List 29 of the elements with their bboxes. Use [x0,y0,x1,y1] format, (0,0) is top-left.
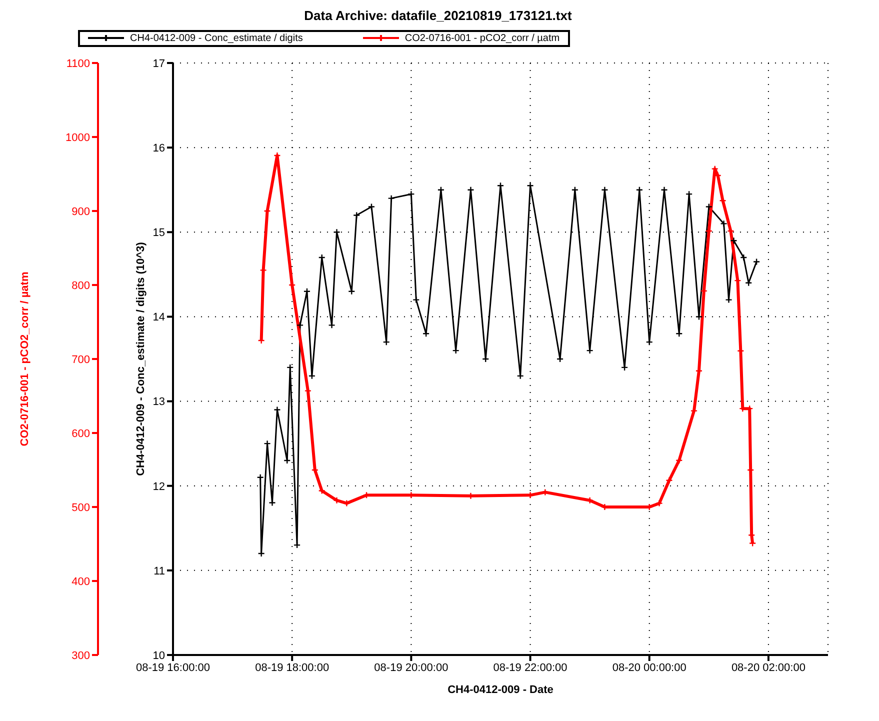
y2-tick-label: 400 [72,576,90,588]
x-tick-label: 08-19 18:00:00 [255,662,330,674]
y-tick-label: 10 [152,650,165,662]
x-axis-title: CH4-0412-009 - Date [448,684,554,696]
y2-tick-label: 700 [72,354,90,366]
y2-tick-label: 1100 [66,58,90,70]
y-tick-label: 11 [154,565,165,578]
y2-axis-title: CO2-0716-001 - pCO2_corr / µatm [18,272,31,446]
y-axis-title: CH4-0412-009 - Conc_estimate / digits (10^3) [134,242,147,476]
y-tick-label: 12 [152,480,165,493]
x-tick-label: 08-20 00:00:00 [612,662,686,674]
y2-tick-label: 800 [72,280,90,292]
chart-title: Data Archive: datafile_20210819_173121.txt [303,8,573,23]
y2-tick-label: 300 [72,650,90,662]
y-tick-label: 16 [152,142,165,154]
x-tick-label: 08-19 22:00:00 [493,662,568,674]
legend-label: CO2-0716-001 - pCO2_corr / µatm [404,32,560,44]
x-tick-label: 08-19 16:00:00 [136,662,210,674]
y2-tick-label: 1000 [66,132,90,144]
y2-tick-label: 600 [72,428,90,440]
y-tick-label: 17 [152,58,165,70]
x-tick-label: 08-19 20:00:00 [374,662,448,674]
legend-label: CH4-0412-009 - Conc_estimate / digits [130,32,303,44]
y-tick-label: 15 [152,227,165,240]
y-tick-label: 13 [152,396,165,408]
x-tick-label: 08-20 02:00:00 [731,662,806,674]
y2-tick-label: 900 [72,206,90,218]
y-tick-label: 14 [152,312,165,324]
y2-tick-label: 500 [72,502,90,514]
